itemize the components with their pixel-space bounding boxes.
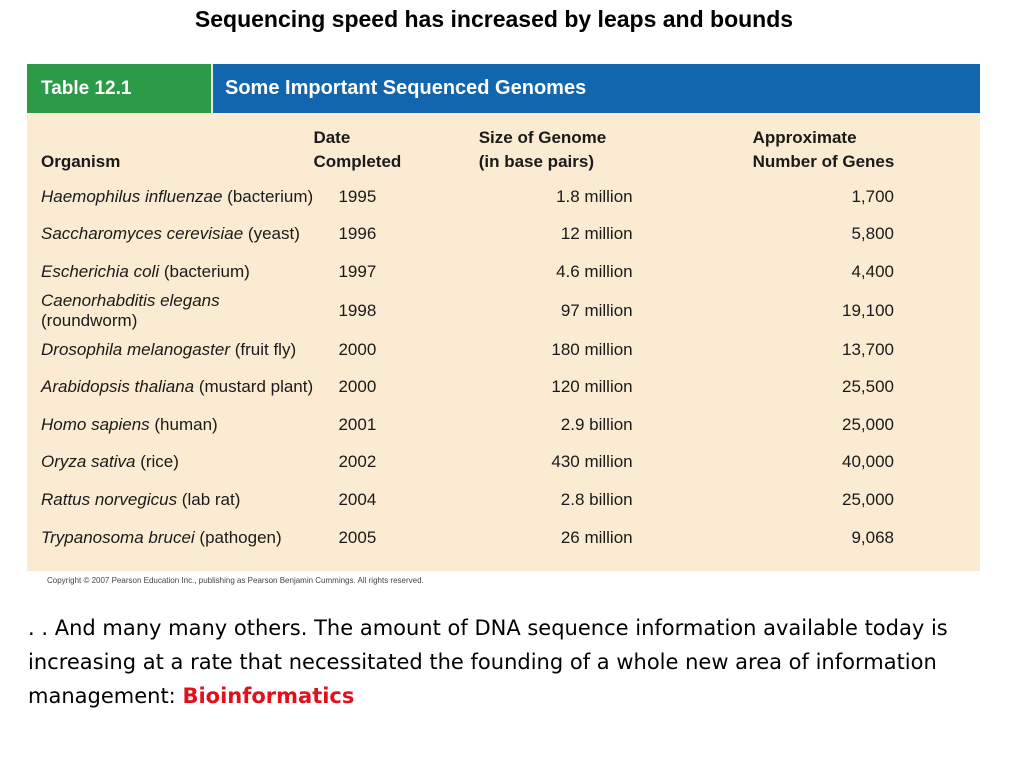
genome-size-cell: 26 million: [560, 527, 633, 547]
species-name: Oryza sativa: [41, 452, 136, 472]
table-row: Escherichia coli (bacterium) 1997 4.6 mi…: [27, 253, 980, 291]
column-header-gene-count: Approximate Number of Genes: [752, 128, 895, 171]
date-cell: 1998: [338, 300, 377, 320]
genome-size-cell: 2.9 billion: [560, 414, 633, 434]
gene-count-cell: 25,500: [842, 377, 894, 397]
common-name: (pathogen): [194, 527, 282, 547]
gene-count-cell: 40,000: [842, 452, 894, 472]
column-header-row: Organism Date Completed Size of Genome (…: [27, 126, 980, 178]
organism-cell: Escherichia coli (bacterium): [27, 253, 313, 291]
species-name: Homo sapiens: [41, 414, 150, 434]
common-name: (human): [149, 414, 218, 434]
organism-cell: Saccharomyces cerevisiae (yeast): [27, 216, 313, 254]
table-body: Haemophilus influenzae (bacterium) 1995 …: [27, 178, 980, 556]
table-header-bar: Table 12.1 Some Important Sequenced Geno…: [27, 64, 980, 113]
organism-cell: Drosophila melanogaster (fruit fly): [27, 331, 313, 369]
genome-size-cell: 120 million: [551, 377, 633, 397]
species-name: Caenorhabditis elegans: [41, 290, 220, 310]
common-name: (yeast): [243, 224, 300, 244]
organism-cell: Homo sapiens (human): [27, 406, 313, 444]
body-text: . . And many many others. The amount of …: [28, 616, 948, 708]
species-name: Rattus norvegicus: [41, 489, 178, 509]
column-header-date: Date Completed: [313, 128, 402, 171]
genome-size-cell: 12 million: [560, 224, 633, 244]
organism-cell: Haemophilus influenzae (bacterium): [27, 178, 313, 216]
copyright-notice: Copyright © 2007 Pearson Education Inc.,…: [47, 576, 424, 585]
organism-cell: Trypanosoma brucei (pathogen): [27, 519, 313, 557]
date-cell: 2005: [338, 527, 377, 547]
date-cell: 1997: [338, 261, 377, 281]
organism-cell: Rattus norvegicus (lab rat): [27, 481, 313, 519]
highlight-term: Bioinformatics: [182, 684, 355, 708]
genome-size-cell: 180 million: [551, 339, 633, 359]
table-number-label: Table 12.1: [27, 64, 213, 113]
slide-title: Sequencing speed has increased by leaps …: [194, 6, 794, 32]
gene-count-cell: 5,800: [851, 224, 894, 244]
table-title: Some Important Sequenced Genomes: [213, 64, 980, 113]
table-row: Haemophilus influenzae (bacterium) 1995 …: [27, 178, 980, 216]
date-cell: 2000: [338, 339, 377, 359]
table-row: Oryza sativa (rice) 2002 430 million 40,…: [27, 444, 980, 482]
common-name: (fruit fly): [230, 339, 297, 359]
column-header-organism: Organism: [41, 152, 121, 171]
genome-size-cell: 97 million: [560, 300, 633, 320]
organism-cell: Caenorhabditis elegans (roundworm): [27, 291, 313, 331]
genome-table: Organism Date Completed Size of Genome (…: [27, 126, 980, 556]
gene-count-cell: 4,400: [851, 261, 894, 281]
common-name: (mustard plant): [194, 377, 314, 397]
date-cell: 2000: [338, 377, 377, 397]
genome-size-cell: 4.6 million: [556, 261, 633, 281]
gene-count-cell: 9,068: [851, 527, 894, 547]
body-paragraph: . . And many many others. The amount of …: [28, 611, 998, 713]
table-row: Caenorhabditis elegans (roundworm) 1998 …: [27, 291, 980, 331]
column-header-genome-size: Size of Genome (in base pairs): [478, 128, 607, 171]
species-name: Drosophila melanogaster: [41, 339, 230, 359]
organism-cell: Oryza sativa (rice): [27, 444, 313, 482]
date-cell: 2004: [338, 489, 377, 509]
table-row: Drosophila melanogaster (fruit fly) 2000…: [27, 331, 980, 369]
table-row: Saccharomyces cerevisiae (yeast) 1996 12…: [27, 216, 980, 254]
common-name: (bacterium): [159, 261, 250, 281]
common-name: (bacterium): [222, 186, 314, 206]
common-name: (roundworm): [41, 310, 138, 330]
table-row: Homo sapiens (human) 2001 2.9 billion 25…: [27, 406, 980, 444]
species-name: Haemophilus influenzae: [41, 186, 223, 206]
date-cell: 1996: [338, 224, 377, 244]
species-name: Trypanosoma brucei: [41, 527, 195, 547]
gene-count-cell: 25,000: [842, 414, 894, 434]
common-name: (lab rat): [177, 489, 241, 509]
species-name: Saccharomyces cerevisiae: [41, 224, 244, 244]
common-name: (rice): [135, 452, 179, 472]
date-cell: 2002: [338, 452, 377, 472]
date-cell: 1995: [338, 186, 377, 206]
gene-count-cell: 25,000: [842, 489, 894, 509]
table-row: Rattus norvegicus (lab rat) 2004 2.8 bil…: [27, 481, 980, 519]
gene-count-cell: 13,700: [842, 339, 894, 359]
genome-table-figure: Table 12.1 Some Important Sequenced Geno…: [27, 64, 980, 571]
table-row: Arabidopsis thaliana (mustard plant) 200…: [27, 368, 980, 406]
species-name: Arabidopsis thaliana: [41, 377, 195, 397]
genome-size-cell: 1.8 million: [556, 186, 633, 206]
species-name: Escherichia coli: [41, 261, 160, 281]
genome-size-cell: 2.8 billion: [560, 489, 633, 509]
gene-count-cell: 19,100: [842, 300, 894, 320]
gene-count-cell: 1,700: [851, 186, 894, 206]
organism-cell: Arabidopsis thaliana (mustard plant): [27, 368, 313, 406]
genome-size-cell: 430 million: [551, 452, 633, 472]
date-cell: 2001: [338, 414, 377, 434]
table-row: Trypanosoma brucei (pathogen) 2005 26 mi…: [27, 519, 980, 557]
